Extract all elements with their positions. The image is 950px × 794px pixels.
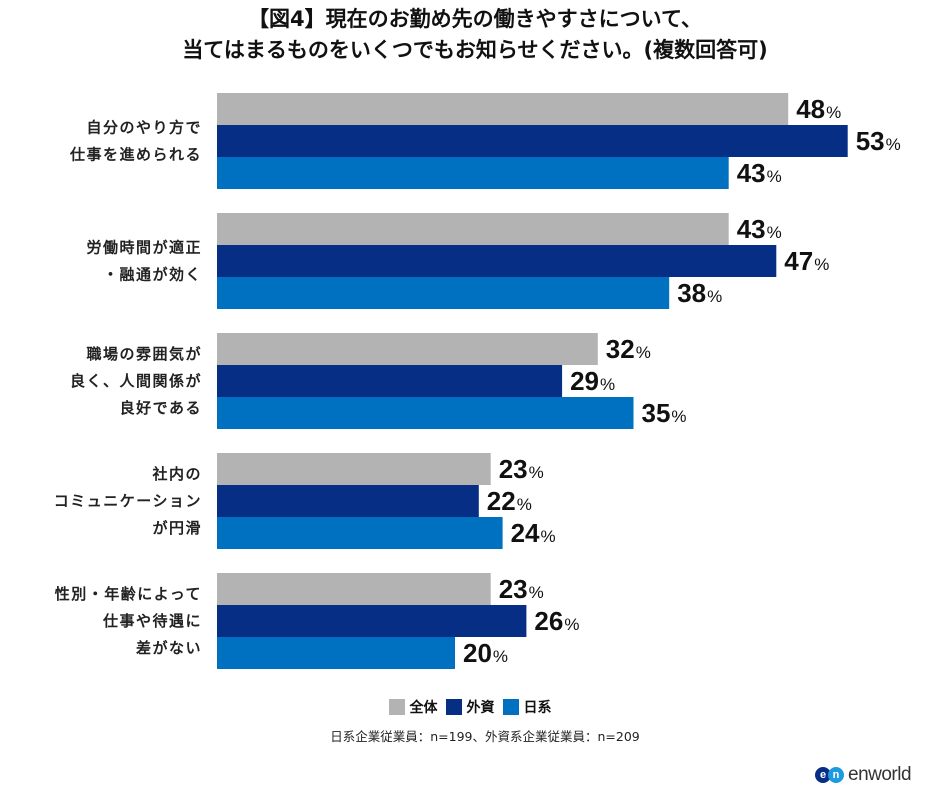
bar xyxy=(217,365,563,397)
data-label: 22% xyxy=(487,486,532,516)
category-label: 良く、人間関係が xyxy=(70,372,202,390)
bar xyxy=(217,125,848,157)
bar xyxy=(217,93,789,125)
bar xyxy=(217,453,491,485)
data-label: 48% xyxy=(796,94,841,124)
bar xyxy=(217,485,479,517)
legend-swatch-all xyxy=(388,699,405,715)
chart-title: 【図4】現在のお勤め先の働きやすさについて、 xyxy=(248,7,702,31)
category-label: 社内の xyxy=(151,465,202,483)
bar xyxy=(217,605,527,637)
category-label: 仕事を進められる xyxy=(69,146,202,164)
bar xyxy=(217,397,634,429)
data-label: 29% xyxy=(570,366,615,396)
bar xyxy=(217,573,491,605)
category-label: ・融通が効く xyxy=(103,266,202,284)
bar xyxy=(217,517,503,549)
logo-badge-n: n xyxy=(828,767,844,783)
bar xyxy=(217,277,670,309)
chart-subtitle: 当てはまるものをいくつでもお知らせください。(複数回答可) xyxy=(182,38,768,62)
logo-badge-icon: e n xyxy=(815,767,844,783)
legend-swatch-foreign xyxy=(445,699,462,715)
bar xyxy=(217,333,598,365)
data-label: 32% xyxy=(606,334,651,364)
logo-badge-e: e xyxy=(815,767,831,783)
data-label: 35% xyxy=(642,398,687,428)
legend-item-all: 全体 xyxy=(388,697,438,717)
data-label: 23% xyxy=(499,574,544,604)
data-label: 43% xyxy=(737,158,782,188)
category-label: が円滑 xyxy=(152,519,202,537)
category-label: 自分のやり方で xyxy=(86,119,202,137)
bar xyxy=(217,157,729,189)
category-label: コミュニケーション xyxy=(54,492,202,510)
logo-text: enworld xyxy=(848,764,912,785)
legend-item-japanese: 日系 xyxy=(502,697,552,717)
data-label: 24% xyxy=(511,518,556,548)
legend: 全体 外資 日系 xyxy=(0,697,950,717)
data-label: 53% xyxy=(856,126,901,156)
data-label: 23% xyxy=(499,454,544,484)
category-group: 労働時間が適正・融通が効く 43%47% 38% xyxy=(86,213,829,309)
category-label: 職場の雰囲気が xyxy=(86,345,202,363)
category-label: 良好である xyxy=(120,399,202,417)
bar xyxy=(217,637,455,669)
legend-label-all: 全体 xyxy=(409,700,438,716)
data-label: 43% xyxy=(737,214,782,244)
sample-size-note: 日系企業従業員：n=199、外資系企業従業員：n=209 xyxy=(330,729,640,744)
legend-label-foreign: 外資 xyxy=(466,700,495,716)
category-label: 仕事や待遇に xyxy=(102,612,202,630)
data-label: 47% xyxy=(784,246,829,276)
category-label: 労働時間が適正 xyxy=(86,239,202,257)
category-label: 差がない xyxy=(136,639,202,657)
legend-item-foreign: 外資 xyxy=(445,697,495,717)
data-label: 20% xyxy=(463,638,508,668)
category-label: 性別・年齢によって xyxy=(55,585,202,603)
bar xyxy=(217,245,777,277)
enworld-logo: e n enworld xyxy=(815,764,912,786)
legend-label-japanese: 日系 xyxy=(523,700,552,716)
legend-swatch-japanese xyxy=(502,699,519,715)
data-label: 26% xyxy=(534,606,579,636)
data-label: 38% xyxy=(677,278,722,308)
bar xyxy=(217,213,729,245)
